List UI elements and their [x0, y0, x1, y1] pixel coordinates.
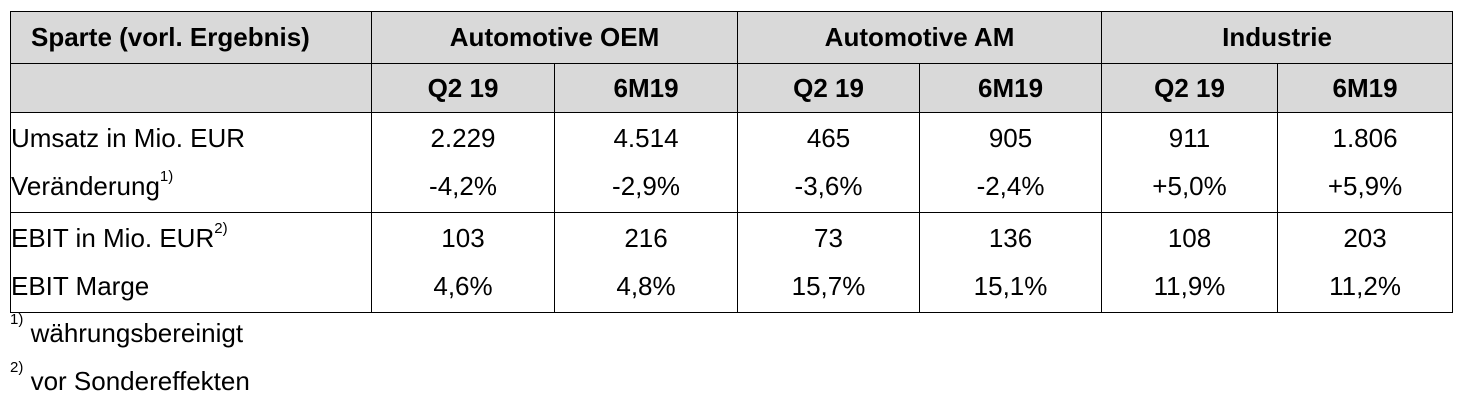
table-cell: 905 -2,4% — [919, 112, 1103, 213]
row-label-cell: Umsatz in Mio. EUR Veränderung1) — [10, 112, 372, 213]
results-table: Sparte (vorl. Ergebnis) Automotive OEM A… — [10, 11, 1454, 313]
cell-value: 216 — [624, 223, 668, 253]
cell-value: -4,2% — [429, 171, 497, 201]
table-row-ebit: EBIT in Mio. EUR2) EBIT Marge 103 4,6% 21… — [10, 212, 1454, 313]
table-cell: 911 +5,0% — [1101, 112, 1279, 213]
table-cell: 4.514 -2,9% — [553, 112, 739, 213]
cell-value: 465 — [806, 123, 851, 153]
cell-value: +5,9% — [1327, 171, 1403, 201]
cell-value: -2,9% — [612, 171, 680, 201]
footnote-marker: 2) — [214, 220, 228, 238]
empty-header-cell — [10, 63, 372, 113]
row-sublabel: Veränderung1) — [11, 162, 371, 210]
row-label: Umsatz in Mio. EUR — [11, 123, 246, 153]
table-cell: 203 11,2% — [1277, 212, 1454, 313]
table-cell: 108 11,9% — [1101, 212, 1279, 313]
footnote: 2) vor Sondereffekten — [10, 360, 250, 397]
cell-value: 2.229 — [430, 123, 496, 153]
footnote-marker: 2) — [10, 359, 24, 377]
cell-value: 911 — [1168, 123, 1211, 153]
table-cell: 103 4,6% — [371, 212, 555, 313]
cell-value: -2,4% — [976, 171, 1045, 201]
cell-value: 15,1% — [973, 271, 1048, 301]
segment-header-automotive-am: Automotive AM — [737, 11, 1103, 64]
cell-value: 905 — [988, 123, 1033, 153]
table-row-umsatz: Umsatz in Mio. EUR Veränderung1) 2.229 -4… — [10, 112, 1454, 213]
footnote: 1) währungsbereinigt — [10, 312, 244, 349]
period-header: 6M19 — [1277, 63, 1454, 113]
cell-value: -3,6% — [794, 171, 863, 201]
period-header: 6M19 — [919, 63, 1103, 113]
cell-value: 203 — [1343, 223, 1387, 253]
cell-value: 15,7% — [791, 271, 866, 301]
row-sublabel-text: Veränderung — [11, 171, 160, 201]
footnote-marker: 1) — [10, 311, 24, 329]
cell-value: 11,9% — [1153, 271, 1226, 301]
cell-value: 73 — [814, 223, 843, 253]
footnote-text: währungsbereinigt — [30, 318, 244, 348]
footnote-marker: 1) — [159, 168, 174, 186]
table-cell: 2.229 -4,2% — [371, 112, 555, 213]
cell-value: 11,2% — [1329, 271, 1401, 301]
cell-value: 4.514 — [613, 123, 679, 153]
table-cell: 1.806 +5,9% — [1277, 112, 1454, 213]
period-header: 6M19 — [553, 63, 739, 113]
cell-value: 4,6% — [433, 271, 493, 301]
table-cell: 136 15,1% — [919, 212, 1103, 313]
row-label-text: EBIT in Mio. EUR — [11, 223, 215, 253]
table-cell: 465 -3,6% — [737, 112, 921, 213]
header-row-segments: Sparte (vorl. Ergebnis) Automotive OEM A… — [10, 11, 1454, 64]
cell-value: 136 — [988, 223, 1033, 253]
header-row-periods: Q2 19 6M19 Q2 19 6M19 Q2 19 6M19 — [10, 63, 1454, 113]
header-label: Sparte (vorl. Ergebnis) — [10, 11, 372, 64]
row-sublabel: EBIT Marge — [11, 271, 150, 301]
cell-value: 103 — [441, 223, 485, 253]
period-header: Q2 19 — [1101, 63, 1279, 113]
cell-value: 1.806 — [1332, 123, 1398, 153]
row-label: EBIT in Mio. EUR2) — [11, 214, 371, 262]
table-cell: 216 4,8% — [553, 212, 739, 313]
segment-header-industrie: Industrie — [1101, 11, 1454, 64]
footnote-text: vor Sondereffekten — [30, 366, 250, 396]
period-header: Q2 19 — [737, 63, 921, 113]
cell-value: +5,0% — [1152, 171, 1227, 201]
cell-value: 4,8% — [616, 271, 676, 301]
period-header: Q2 19 — [371, 63, 555, 113]
table-cell: 73 15,7% — [737, 212, 921, 313]
cell-value: 108 — [1167, 223, 1212, 253]
row-label-cell: EBIT in Mio. EUR2) EBIT Marge — [10, 212, 372, 313]
segment-header-automotive-oem: Automotive OEM — [370, 11, 739, 64]
